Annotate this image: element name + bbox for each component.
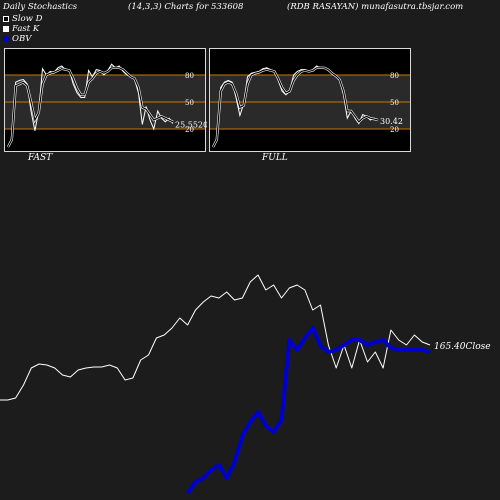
fast-stochastic-panel: 20 50 80 25.5520 — [4, 48, 207, 152]
obv-line — [185, 326, 431, 495]
full-level-label-80: 80 — [390, 72, 399, 80]
full-level-label-20: 20 — [390, 126, 399, 134]
fast-slow-d-line — [7, 67, 174, 148]
legend-swatch-fast-k — [3, 26, 9, 32]
legend-label-slow-d: Slow D — [12, 14, 43, 24]
close-value-label: 165.40Close — [434, 342, 491, 352]
legend-item-obv: OBV — [3, 34, 31, 44]
chart-params: (14,3,3) Charts for 533608 — [128, 2, 244, 12]
chart-symbol: (RDB RASAYAN) munafasutra.tbsjar.com — [287, 2, 464, 12]
fast-level-label-80: 80 — [185, 72, 194, 80]
fast-panel-label: FAST — [28, 153, 53, 163]
full-stochastic-plot: 20 50 80 30.42 — [210, 65, 410, 148]
full-slow-d-line — [212, 67, 379, 148]
legend-swatch-obv — [3, 36, 9, 42]
legend-label-obv: OBV — [12, 34, 32, 44]
fast-last-value-label: 25.5520 — [175, 121, 207, 130]
legend-label-fast-k: Fast K — [12, 24, 40, 34]
full-panel-label: FULL — [262, 153, 288, 163]
close-price-line — [0, 274, 431, 401]
chart-title: Daily Stochastics — [3, 2, 78, 12]
fast-stochastic-plot: 20 50 80 25.5520 — [5, 63, 207, 148]
fast-level-label-20: 20 — [185, 126, 194, 134]
full-level-label-50: 50 — [390, 99, 399, 107]
legend-item-fast-k: Fast K — [3, 24, 39, 34]
legend-item-slow-d: Slow D — [3, 14, 42, 24]
full-stochastic-panel: 20 50 80 30.42 — [209, 48, 411, 152]
full-last-value-label: 30.42 — [380, 117, 403, 126]
legend-swatch-slow-d — [3, 16, 9, 22]
fast-level-label-50: 50 — [185, 99, 194, 107]
